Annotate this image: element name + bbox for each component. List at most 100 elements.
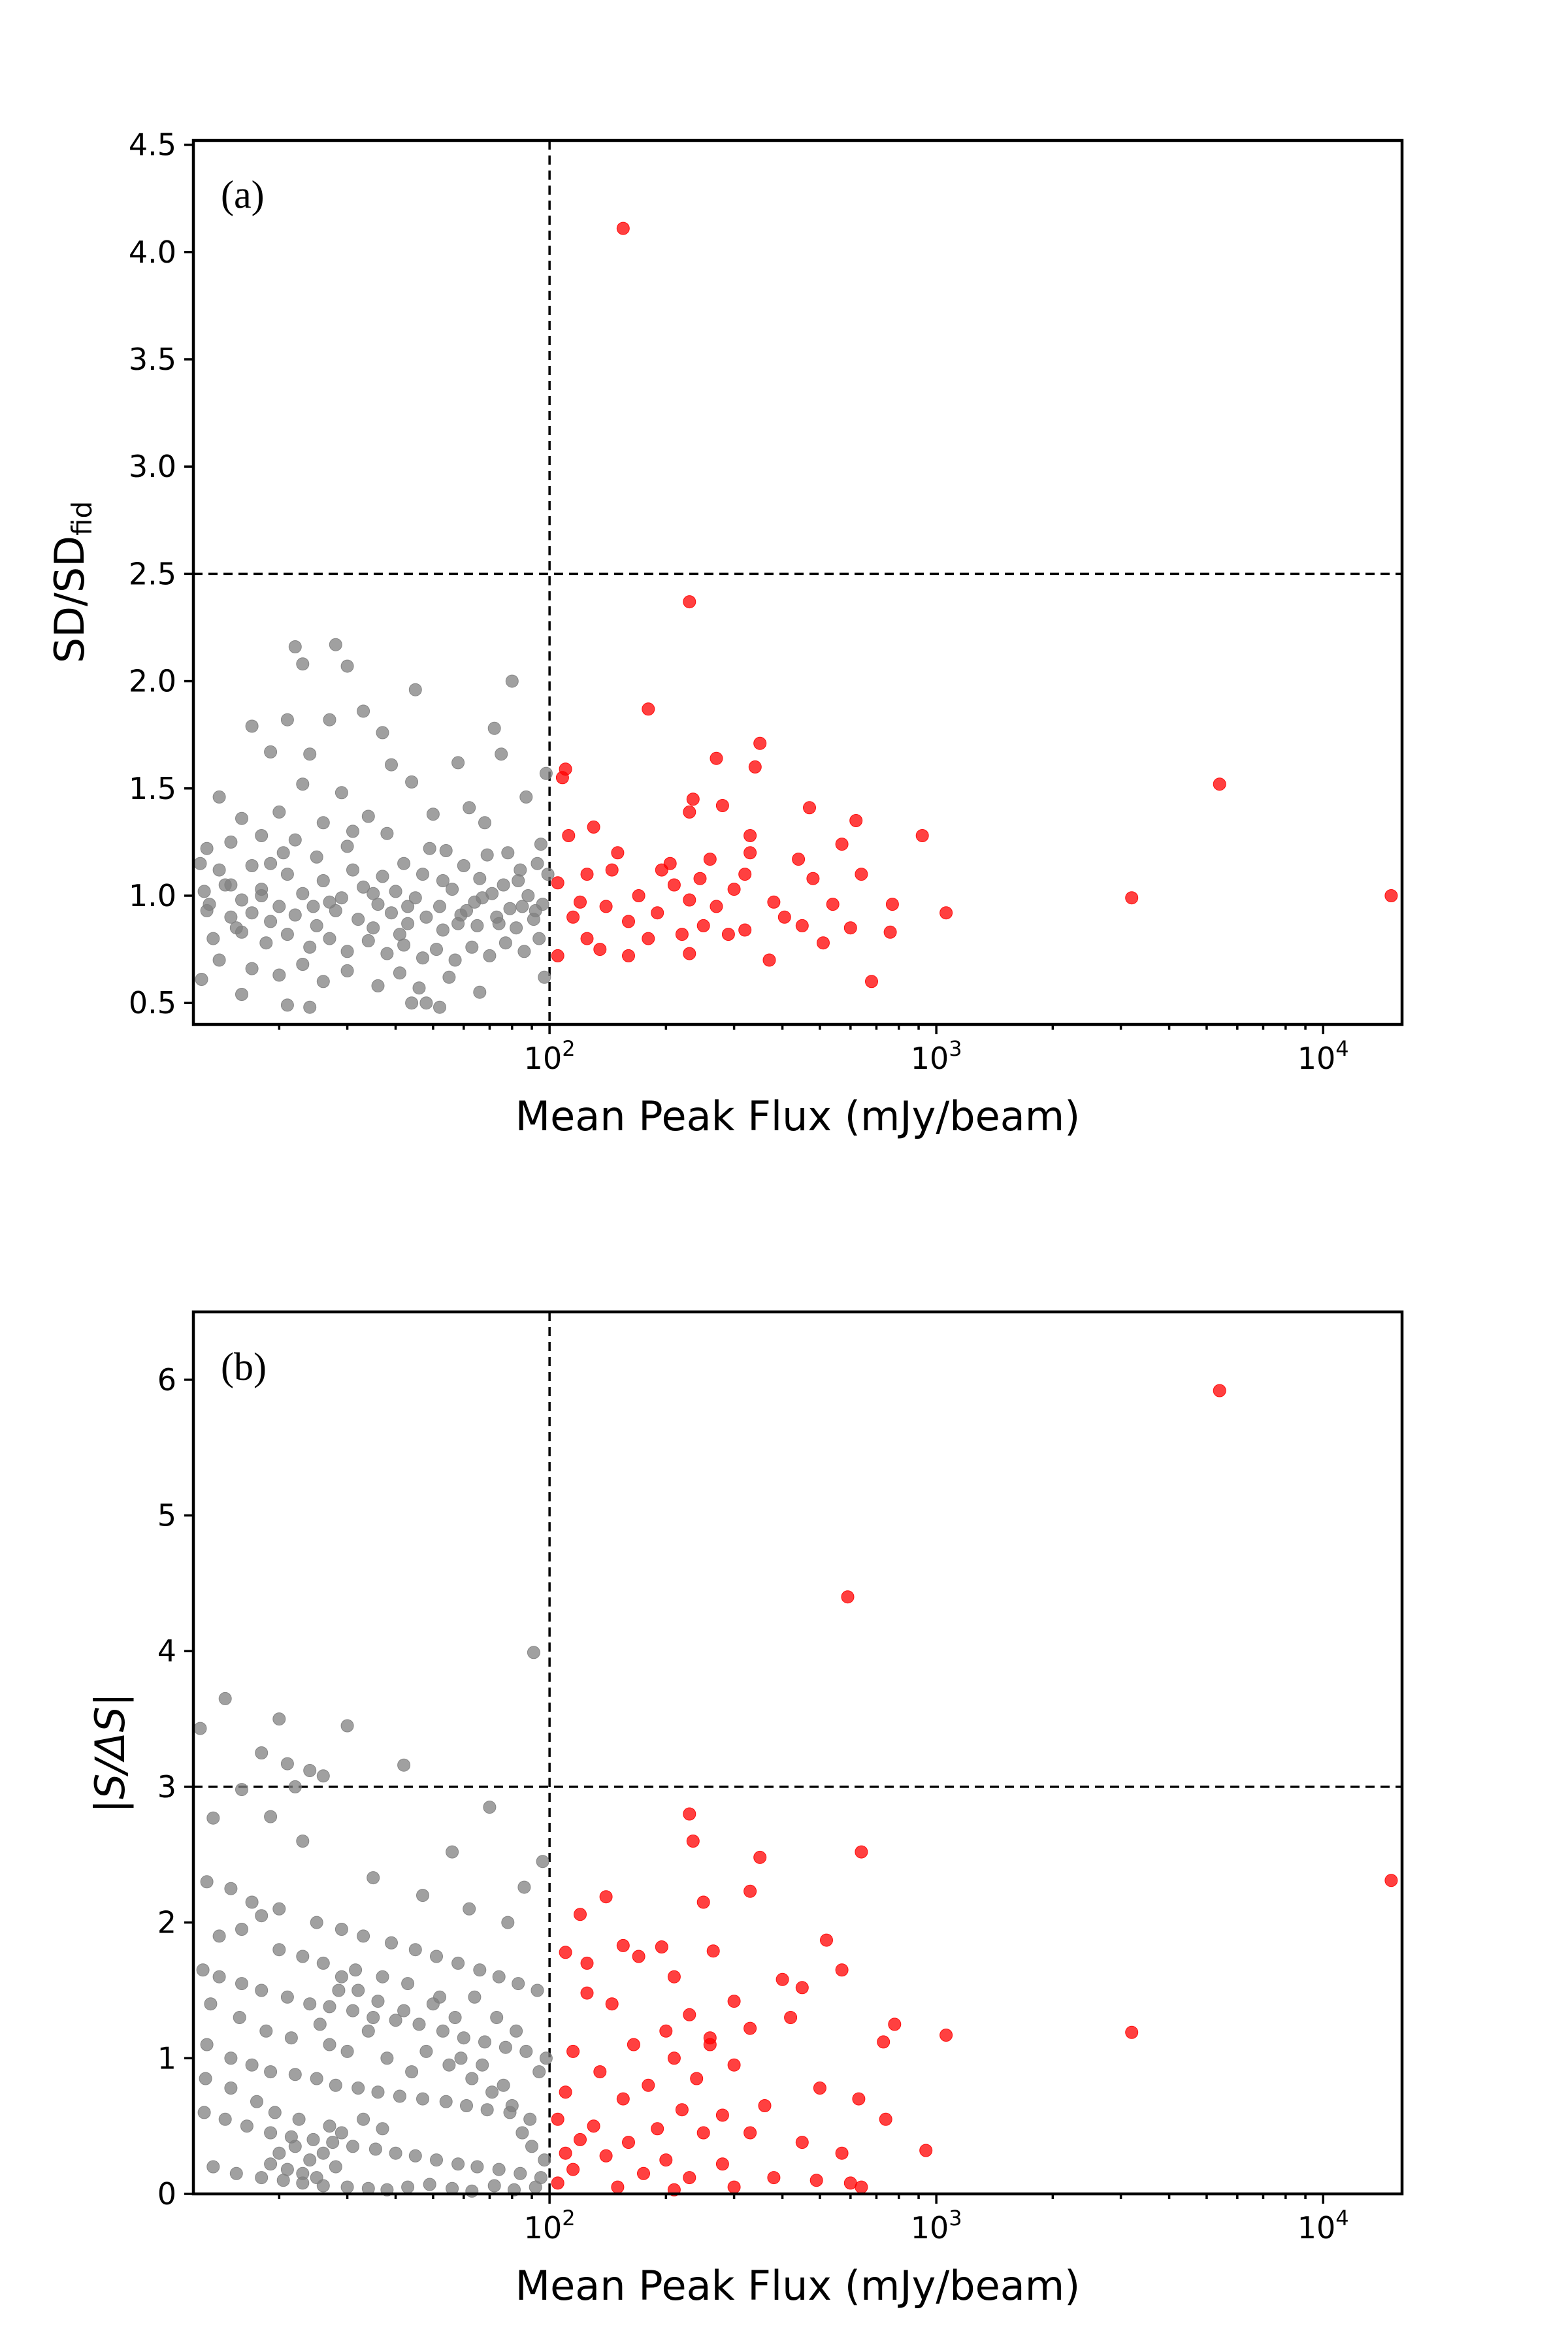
scatter-point [430,2153,443,2167]
scatter-point [442,970,456,984]
panel-a-label: (a) [221,173,265,216]
y-tick-label: 2.5 [129,556,176,591]
scatter-point [738,923,752,937]
scatter-point [483,949,497,962]
scatter-point [806,872,820,885]
scatter-point [519,790,533,804]
scatter-point [371,898,385,911]
panel-b-scatter-points [193,1384,1398,2198]
scatter-point [197,885,211,898]
scatter-point [616,1938,630,1952]
scatter-point [296,887,310,900]
scatter-point [276,846,290,860]
scatter-point [416,868,429,881]
panel-b-x-axis-label: Mean Peak Flux (mJy/beam) [515,2262,1081,2310]
scatter-point [696,1895,710,1909]
scatter-point [346,863,359,877]
scatter-point [340,659,354,673]
scatter-point [245,859,259,872]
scatter-point [401,2180,415,2194]
scatter-point [329,904,342,917]
scatter-point [340,1719,354,1733]
scatter-point [501,1916,515,1929]
scatter-point [888,2017,902,2031]
scatter-point [346,2140,359,2153]
scatter-point [335,786,348,800]
scatter-point [855,1845,868,1859]
scatter-point [776,1972,789,1986]
scatter-point [206,2160,220,2174]
scatter-point [316,1769,330,1783]
scatter-point [224,910,238,924]
scatter-point [224,835,238,849]
scatter-point [803,801,816,815]
scatter-point [280,1990,294,2004]
scatter-point [683,805,696,819]
scatter-point [480,848,494,862]
y-tick-label: 1 [157,2040,176,2076]
scatter-point [539,2051,553,2065]
scatter-point [1384,889,1398,902]
scatter-point [525,2140,538,2153]
scatter-point [255,1909,269,1923]
x-tick-label: 103 [911,1036,962,1076]
x-tick-label: 102 [524,2206,576,2246]
scatter-point [512,874,525,887]
scatter-point [1125,2025,1139,2039]
scatter-point [826,898,840,911]
scatter-point [651,906,664,920]
scatter-point [690,2072,704,2085]
scatter-point [835,1963,849,1977]
y-tick-label: 6 [157,1362,176,1397]
scatter-point [296,1835,310,1848]
scatter-point [879,2112,892,2126]
scatter-point [727,2180,741,2194]
scatter-point [376,2122,389,2136]
scatter-point [419,996,433,1010]
scatter-point [288,2140,302,2153]
scatter-point [433,900,446,913]
scatter-point [703,2038,717,2051]
scatter-point [240,2119,253,2133]
scatter-point [817,936,830,950]
scatter-point [784,2011,798,2024]
scatter-point [683,595,696,609]
scatter-point [371,1995,385,2008]
scatter-point [397,2004,411,2017]
scatter-point [446,1845,459,1859]
scatter-point [696,2126,710,2140]
scatter-point [683,2171,696,2185]
scatter-point [397,857,411,870]
scatter-point [376,726,389,740]
scatter-point [885,898,899,911]
scatter-point [316,816,330,830]
scatter-point [389,2014,402,2027]
panel-b-label: (b) [221,1345,267,1388]
scatter-point [224,878,238,892]
y-tick-label: 2.0 [129,664,176,699]
panel-a: 0.5 1.0 1.5 2.0 2.5 3.0 3.5 4.0 4.5 102 103 104 (a… [46,127,1404,1140]
scatter-point [753,736,767,750]
scatter-point [503,902,517,915]
scatter-point [555,771,569,785]
scatter-point [245,2058,259,2072]
scatter-point [616,221,630,235]
scatter-point [476,891,489,905]
scatter-point [642,932,655,945]
scatter-point [340,945,354,958]
scatter-point [743,2126,757,2140]
scatter-point [743,2021,757,2035]
scatter-point [939,2029,953,2042]
scatter-point [303,1997,317,2011]
scatter-point [448,953,462,967]
scatter-point [777,910,791,924]
scatter-point [551,949,564,962]
scatter-point [439,844,453,857]
scatter-point [316,874,330,887]
y-tick-label: 3.5 [129,342,176,377]
scatter-point [368,2142,382,2156]
scatter-point [329,2160,342,2174]
scatter-point [667,1970,681,1984]
scatter-point [310,2072,323,2085]
scatter-point [505,2099,519,2112]
